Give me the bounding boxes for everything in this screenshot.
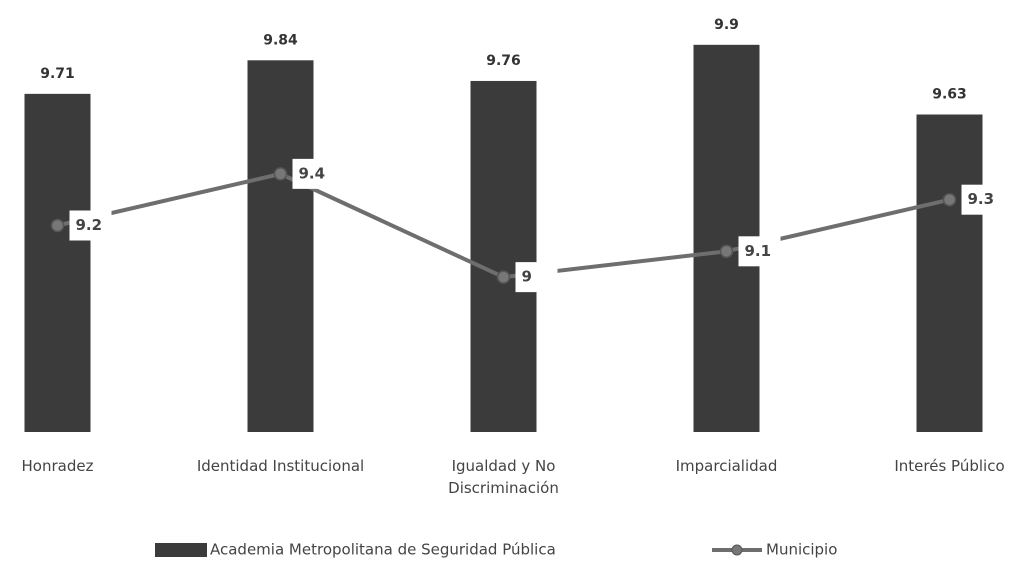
line-value-label: 9.4 <box>299 164 326 182</box>
legend-swatch <box>155 543 207 557</box>
bar-value-label: 9.84 <box>263 32 298 48</box>
legend-label: Academia Metropolitana de Seguridad Públ… <box>210 541 556 559</box>
value-label-box <box>292 158 335 189</box>
value-label-box <box>738 236 781 267</box>
x-tick-label: Interés Público <box>894 457 1005 475</box>
bar <box>916 114 983 432</box>
line-marker <box>942 192 957 207</box>
legend-label: Municipio <box>766 541 837 559</box>
line-marker <box>50 218 65 233</box>
legend-swatch <box>731 544 743 556</box>
bar-value-label: 9.71 <box>40 66 75 82</box>
line-value-label: 9.2 <box>76 216 103 234</box>
bar-value-label: 9.76 <box>486 53 521 69</box>
line-marker <box>719 244 734 259</box>
bar-value-label: 9.63 <box>932 87 967 103</box>
value-label-box <box>69 210 112 241</box>
x-tick-label: Honradez <box>21 457 94 475</box>
bar <box>470 80 537 432</box>
x-tick-label: Igualdad y No Discriminación <box>448 457 559 497</box>
bar <box>247 60 314 433</box>
bar <box>24 93 91 432</box>
line-value-label: 9.1 <box>745 242 772 260</box>
value-label-box <box>961 184 1004 215</box>
x-tick-label: Imparcialidad <box>675 457 778 475</box>
bar-value-label: 9.9 <box>714 17 739 33</box>
line-value-label: 9 <box>522 268 532 286</box>
line-value-label: 9.3 <box>968 190 995 208</box>
line-marker <box>496 270 511 284</box>
line-marker <box>273 167 288 181</box>
value-label-box <box>515 262 558 293</box>
x-tick-label: Identidad Institucional <box>196 457 365 475</box>
